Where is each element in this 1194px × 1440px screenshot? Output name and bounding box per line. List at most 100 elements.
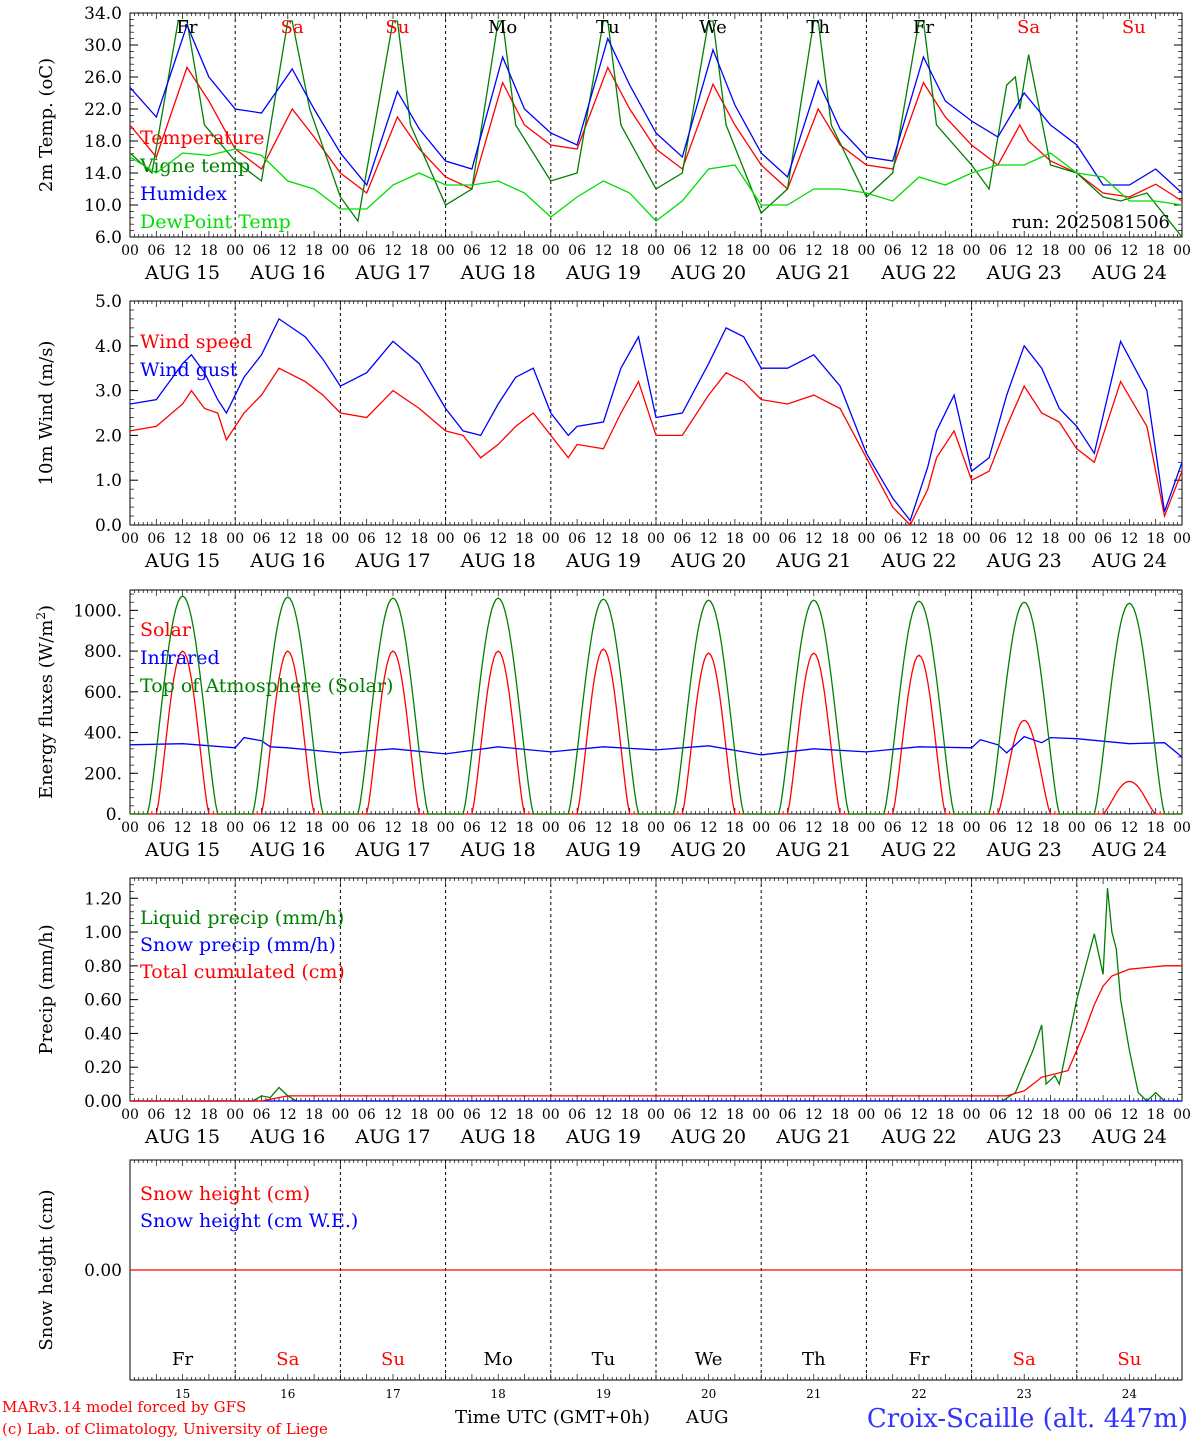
x-hour-label: 18: [200, 243, 218, 259]
y-tick-label: 800.: [84, 642, 122, 662]
y-tick-label: 0.40: [84, 1024, 122, 1044]
x-date-label: AUG 19: [565, 1126, 641, 1148]
day-name-top: Mo: [488, 17, 517, 38]
day-number: 15: [175, 1387, 190, 1401]
x-date-label: AUG 21: [775, 1126, 851, 1148]
x-hour-label: 00: [437, 1107, 455, 1123]
x-date-label: AUG 17: [354, 839, 430, 861]
x-hour-label: 18: [1147, 243, 1165, 259]
panel-snow: 0.00 Snow height (cm) Snow height (cm) Snow…: [36, 1159, 1183, 1401]
x-hour-label: 18: [516, 243, 534, 259]
x-hour-label: 06: [147, 243, 165, 259]
x-hour-label: 18: [1042, 820, 1060, 836]
x-hour-label: 00: [857, 531, 875, 547]
x-date-label: AUG 16: [249, 262, 325, 284]
x-date-label: AUG 15: [144, 1126, 220, 1148]
y-tick-label: 0.80: [84, 957, 122, 977]
legend-dewpoint-temp: DewPoint Temp: [140, 211, 291, 233]
y-tick-label: 1000.: [73, 601, 122, 621]
x-date-label: AUG 20: [670, 839, 746, 861]
x-hour-label: 00: [857, 1107, 875, 1123]
x-hour-label: 18: [1042, 243, 1060, 259]
day-name-bottom: Su: [1117, 1349, 1141, 1370]
x-hour-label: 18: [200, 531, 218, 547]
x-hour-label: 12: [489, 1107, 507, 1123]
x-hour-label: 00: [331, 820, 349, 836]
day-name-top: Su: [1122, 17, 1146, 38]
x-date-label: AUG 21: [775, 839, 851, 861]
x-hour-label: 18: [936, 820, 954, 836]
x-hour-label: 00: [752, 531, 770, 547]
x-hour-label: 00: [542, 243, 560, 259]
x-hour-label: 06: [779, 1107, 797, 1123]
x-date-label: AUG 24: [1091, 262, 1167, 284]
legend-wind-gust: Wind gust: [140, 359, 238, 381]
x-hour-label: 18: [831, 820, 849, 836]
x-hour-label: 06: [358, 243, 376, 259]
x-hour-label: 06: [673, 1107, 691, 1123]
y-tick-label: 0.60: [84, 991, 122, 1011]
day-name-bottom: Sa: [276, 1349, 299, 1370]
x-date-label: AUG 23: [986, 262, 1062, 284]
x-hour-label: 00: [1068, 531, 1086, 547]
x-hour-label: 06: [779, 531, 797, 547]
x-date-label: AUG 24: [1091, 550, 1167, 572]
legend-temperature: Temperature: [140, 127, 264, 149]
x-hour-label: 18: [936, 243, 954, 259]
x-hour-label: 06: [463, 243, 481, 259]
x-hour-label: 00: [1068, 820, 1086, 836]
day-name-bottom: We: [695, 1349, 723, 1370]
legend-top-of-atmosphere-solar-: Top of Atmosphere (Solar): [140, 675, 393, 697]
x-hour-label: 06: [568, 1107, 586, 1123]
x-hour-label: 18: [516, 820, 534, 836]
x-hour-label: 06: [884, 531, 902, 547]
x-hour-label: 12: [489, 243, 507, 259]
x-hour-label: 06: [884, 243, 902, 259]
x-hour-label: 00: [752, 820, 770, 836]
y-tick-label: 5.0: [95, 292, 122, 312]
x-hour-label: 00: [331, 531, 349, 547]
x-hour-label: 00: [752, 243, 770, 259]
x-hour-label: 06: [884, 1107, 902, 1123]
x-date-label: AUG 18: [460, 262, 536, 284]
x-hour-label: 00: [647, 1107, 665, 1123]
day-number: 22: [911, 1387, 926, 1401]
x-hour-label: 18: [410, 1107, 428, 1123]
x-axis-month: AUG: [685, 1407, 729, 1428]
day-name-top: We: [699, 17, 727, 38]
x-hour-label: 06: [358, 531, 376, 547]
x-hour-label: 00: [857, 243, 875, 259]
x-hour-label: 06: [147, 531, 165, 547]
x-hour-label: 12: [910, 243, 928, 259]
x-date-label: AUG 18: [460, 839, 536, 861]
x-hour-label: 18: [1042, 1107, 1060, 1123]
x-date-label: AUG 20: [670, 262, 746, 284]
x-hour-label: 12: [805, 820, 823, 836]
x-hour-label: 18: [621, 820, 639, 836]
x-date-label: AUG 21: [775, 550, 851, 572]
x-axis-label: Time UTC (GMT+0h): [455, 1407, 650, 1428]
x-hour-label: 06: [253, 1107, 271, 1123]
panel-precip: 1.20 1.00 0.80 0.60 0.40 0.20 0.00 Precip (mm/h…: [36, 877, 1191, 1148]
x-hour-label: 00: [963, 820, 981, 836]
x-hour-label: 00: [331, 1107, 349, 1123]
x-hour-label: 18: [726, 820, 744, 836]
x-hour-label: 00: [542, 531, 560, 547]
x-hour-label: 00: [1068, 243, 1086, 259]
x-hour-label: 00: [437, 243, 455, 259]
x-hour-label: 00: [121, 1107, 139, 1123]
x-hour-label: 06: [673, 243, 691, 259]
x-hour-label: 00: [1173, 531, 1191, 547]
x-hour-label: 06: [253, 531, 271, 547]
x-date-label: AUG 20: [670, 550, 746, 572]
x-date-label: AUG 16: [249, 550, 325, 572]
y-axis-label: Precip (mm/h): [36, 924, 57, 1054]
x-hour-label: 06: [253, 243, 271, 259]
day-number: 16: [280, 1387, 295, 1401]
x-hour-label: 18: [516, 1107, 534, 1123]
y-tick-label: 0.20: [84, 1058, 122, 1078]
legend-total-cumulated-cm-: Total cumulated (cm): [140, 961, 345, 983]
x-hour-label: 18: [621, 243, 639, 259]
x-hour-label: 18: [831, 531, 849, 547]
x-hour-label: 06: [884, 820, 902, 836]
